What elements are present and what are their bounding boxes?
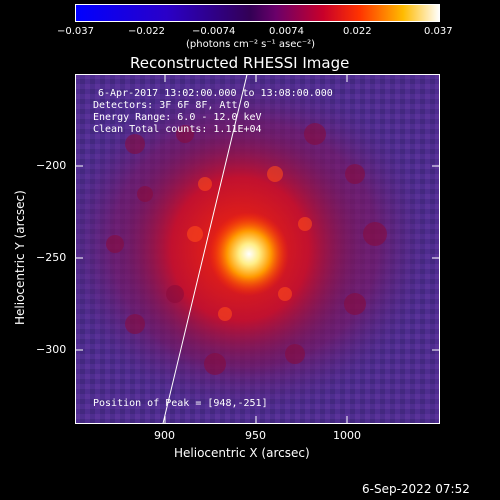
rhessi-image [75, 74, 440, 424]
info-counts: Clean Total counts: 1.11E+04 [93, 124, 262, 135]
colorbar-tick-2: −0.022 [128, 26, 166, 37]
colorbar-tick-5: 0.022 [343, 26, 372, 37]
y-tick-minus250: −250 [36, 251, 67, 264]
colorbar-tick-3: −0.0074 [192, 26, 236, 37]
y-axis-label: Heliocentric Y (arcsec) [13, 190, 27, 325]
info-detectors: Detectors: 3F 6F 8F, Att 0 [93, 100, 250, 111]
x-axis-label: Heliocentric X (arcsec) [174, 446, 310, 460]
solar-limb-line [162, 74, 248, 424]
x-tick-1000: 1000 [333, 429, 361, 442]
x-tick-900: 900 [154, 429, 175, 442]
plot-title: Reconstructed RHESSI Image [130, 54, 350, 72]
y-tick-minus200: −200 [36, 159, 67, 172]
colorbar-tick-4: 0.0074 [269, 26, 304, 37]
y-tick-minus300: −300 [36, 343, 67, 356]
x-tick-950: 950 [245, 429, 266, 442]
info-time-range: 6-Apr-2017 13:02:00.000 to 13:08:00.000 [98, 88, 333, 99]
info-energy-range: Energy Range: 6.0 - 12.0 keV [93, 112, 262, 123]
colorbar-tick-6: 0.037 [424, 26, 453, 37]
footer-date: 6-Sep-2022 07:52 [362, 482, 470, 496]
colorbar-units: (photons cm⁻² s⁻¹ asec⁻²) [186, 39, 316, 50]
info-peak-position: Position of Peak = [948,-251] [93, 398, 268, 409]
colorbar-tick-1: −0.037 [57, 26, 95, 37]
colorbar [75, 4, 440, 22]
